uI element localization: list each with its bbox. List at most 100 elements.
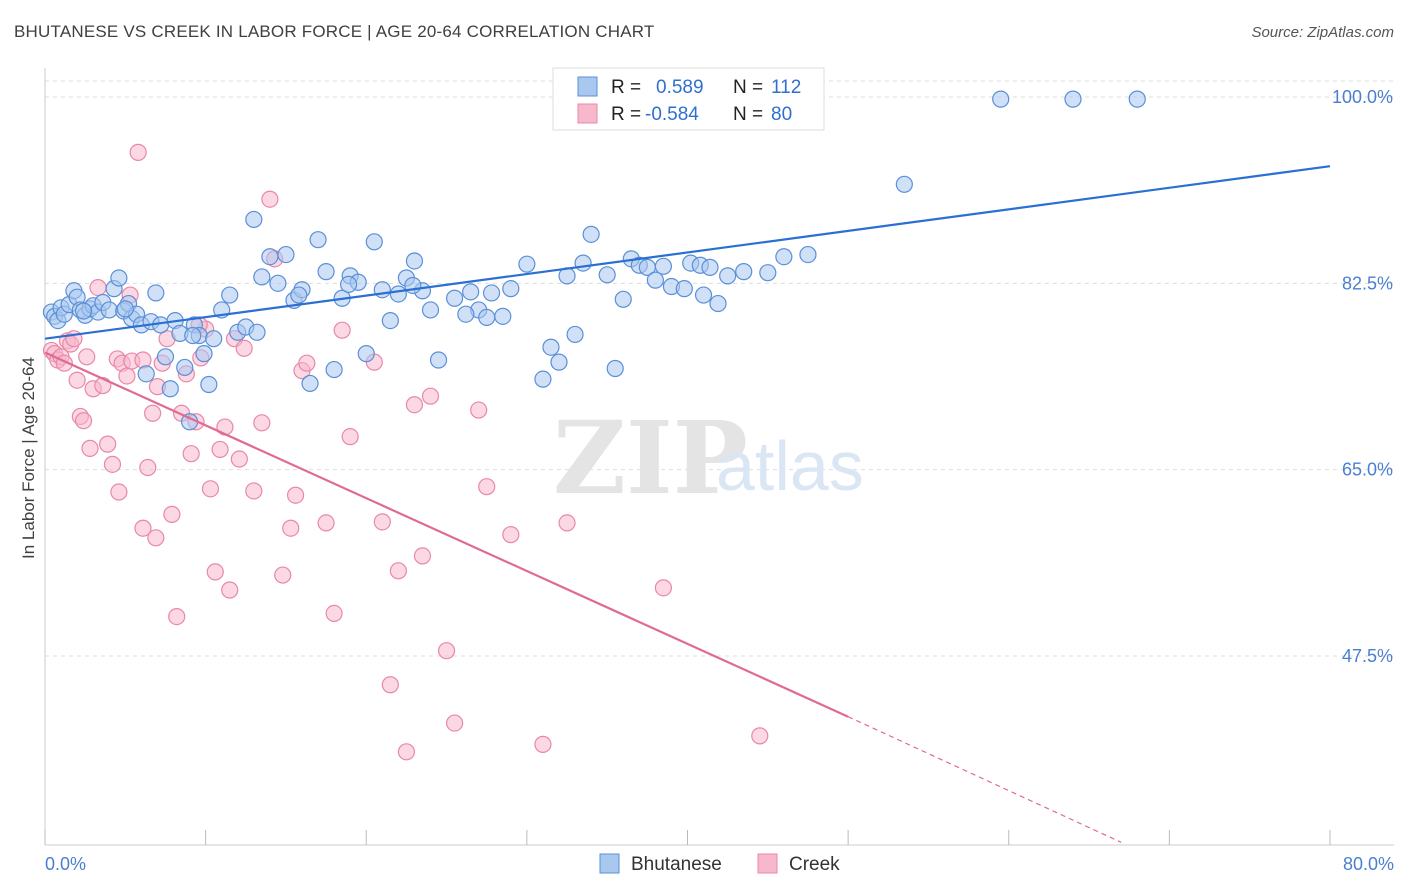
bhutanese-point xyxy=(482,284,501,302)
bhutanese-point xyxy=(574,254,592,272)
bhutanese-point xyxy=(381,312,399,330)
bhutanese-point xyxy=(405,252,424,270)
bhutanese-point xyxy=(357,345,375,363)
creek-point xyxy=(261,190,279,208)
creek-point xyxy=(317,514,335,532)
bhutanese-point xyxy=(421,301,440,319)
y-tick-label: 82.5% xyxy=(1342,273,1393,293)
bhutanese-point xyxy=(494,307,512,325)
creek-point xyxy=(74,412,93,430)
bottom-legend-label-bhutanese: Bhutanese xyxy=(631,854,722,875)
creek-point xyxy=(245,482,263,500)
bhutanese-point xyxy=(1128,90,1146,108)
creek-point xyxy=(134,519,152,537)
bhutanese-point xyxy=(116,300,134,318)
legend-swatch-bhutanese xyxy=(577,76,598,97)
creek-point xyxy=(206,563,224,581)
bhutanese-point xyxy=(582,225,600,243)
creek-point xyxy=(103,455,122,473)
creek-point xyxy=(201,480,220,498)
bhutanese-point xyxy=(339,275,358,293)
creek-point xyxy=(99,435,117,453)
bhutanese-point xyxy=(156,348,175,366)
legend-swatch-creek xyxy=(577,103,598,124)
creek-point xyxy=(437,642,456,660)
bhutanese-point xyxy=(709,294,727,313)
bhutanese-point xyxy=(457,305,475,323)
creek-point xyxy=(118,367,136,385)
creek-point xyxy=(751,727,769,745)
legend-r-label-creek: R = xyxy=(611,104,641,125)
creek-point xyxy=(68,371,86,389)
creek-point xyxy=(147,529,165,547)
bhutanese-point xyxy=(675,280,693,298)
creek-point xyxy=(286,486,305,504)
legend-r-label-bhutanese: R = xyxy=(611,77,641,98)
creek-point xyxy=(373,513,391,531)
bhutanese-point xyxy=(253,268,271,286)
y-axis-label: In Labor Force | Age 20-64 xyxy=(19,357,38,559)
bhutanese-point xyxy=(309,231,327,249)
watermark: ZIP atlas xyxy=(553,399,864,517)
bhutanese-point xyxy=(269,274,287,292)
bhutanese-point xyxy=(325,360,343,379)
x-tick-label-max: 80.0% xyxy=(1343,854,1394,874)
bhutanese-point xyxy=(775,248,793,266)
bhutanese-point xyxy=(100,301,118,319)
bhutanese-point xyxy=(389,285,407,303)
bhutanese-point xyxy=(895,175,913,193)
legend-r-value-creek: -0.584 xyxy=(645,104,699,125)
bhutanese-point xyxy=(606,359,624,378)
creek-point xyxy=(502,526,520,544)
bhutanese-point xyxy=(137,365,155,383)
creek-point xyxy=(333,321,351,339)
bhutanese-point xyxy=(799,245,817,264)
creek-point xyxy=(282,519,300,537)
legend-n-label-creek: N = xyxy=(733,104,763,125)
bhutanese-point xyxy=(200,375,218,394)
bhutanese-point xyxy=(759,264,777,282)
bhutanese-point xyxy=(176,358,194,377)
bhutanese-point xyxy=(614,290,632,308)
creek-point xyxy=(654,579,673,597)
bhutanese-point xyxy=(735,263,753,281)
creek-point xyxy=(81,439,99,457)
series-legend: Bhutanese Creek xyxy=(599,853,840,875)
creek-point xyxy=(534,735,552,753)
bhutanese-point xyxy=(110,269,128,287)
creek-point xyxy=(110,483,128,501)
creek-point xyxy=(445,714,464,732)
bhutanese-point xyxy=(654,257,673,275)
legend-r-value-bhutanese: 0.589 xyxy=(656,77,704,98)
creek-point xyxy=(274,566,292,584)
creek-point xyxy=(144,404,162,422)
bhutanese-point xyxy=(248,323,266,341)
watermark-atlas: atlas xyxy=(716,427,864,505)
creek-point xyxy=(381,676,399,694)
creek-point xyxy=(129,143,147,161)
creek-point xyxy=(325,604,343,623)
legend-frame xyxy=(552,67,825,131)
bhutanese-point xyxy=(542,338,560,356)
bhutanese-point xyxy=(992,90,1010,108)
bhutanese-point xyxy=(566,325,584,344)
creek-point xyxy=(182,445,200,463)
watermark-zip: ZIP xyxy=(553,399,748,517)
bhutanese-point xyxy=(429,351,448,369)
bhutanese-point xyxy=(317,263,335,281)
bottom-legend-label-creek: Creek xyxy=(789,854,840,875)
chart-title: BHUTANESE VS CREEK IN LABOR FORCE | AGE … xyxy=(14,22,655,41)
creek-trend-line xyxy=(44,351,849,718)
bhutanese-point xyxy=(147,284,165,302)
creek-point xyxy=(235,339,253,357)
creek-point xyxy=(253,414,271,432)
creek-point xyxy=(405,396,424,414)
bhutanese-point xyxy=(184,326,202,345)
bhutanese-point xyxy=(161,380,179,398)
gridlines xyxy=(45,80,1394,657)
creek-point xyxy=(163,505,181,523)
bhutanese-point xyxy=(719,267,737,285)
bottom-legend-swatch-bhutanese xyxy=(599,853,620,874)
bhutanese-trend-line xyxy=(44,165,1331,340)
